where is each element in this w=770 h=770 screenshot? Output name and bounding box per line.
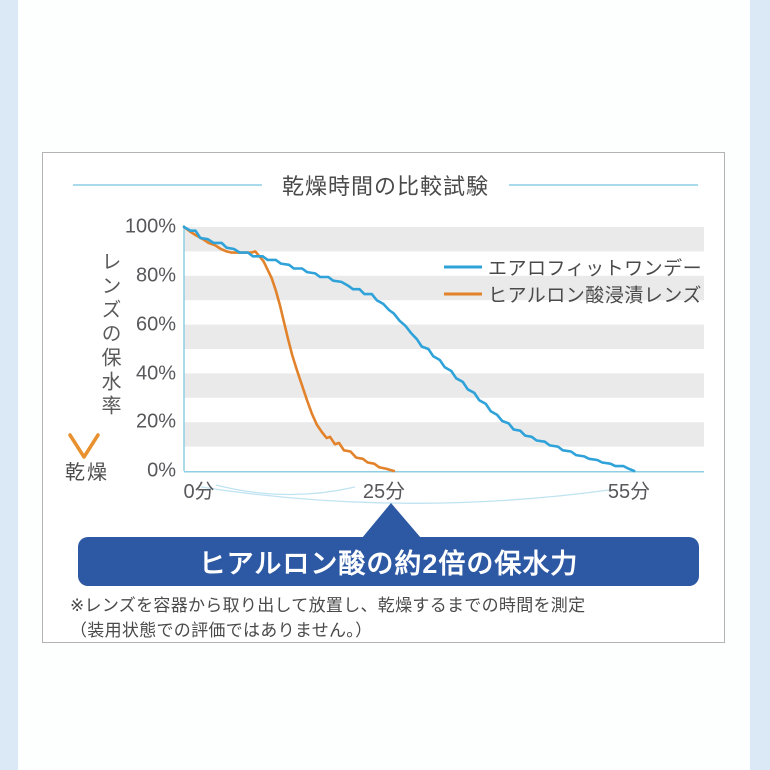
span-arc-55min bbox=[200, 486, 610, 504]
x-tick-55min: 55分 bbox=[607, 481, 651, 503]
y-tick-100: 100% bbox=[124, 215, 176, 238]
series-line bbox=[182, 225, 396, 473]
legend-label-hyaluronic: ヒアルロン酸浸漬レンズ bbox=[488, 285, 702, 307]
y-axis-description-label: レンズの保水率 bbox=[98, 251, 120, 419]
grid-stripe bbox=[184, 227, 704, 252]
y-tick-40: 40% bbox=[135, 362, 176, 385]
y-tick-0: 0% bbox=[147, 459, 176, 482]
x-tick-0min: 0分 bbox=[183, 481, 215, 503]
footnote: ※レンズを容器から取り出して放置し、乾燥するまでの時間を測定 （装用状態での評価… bbox=[70, 594, 690, 643]
grid-stripe bbox=[184, 373, 704, 398]
retention-gradient-arrow-icon bbox=[68, 237, 100, 459]
page-right-margin-strip bbox=[750, 0, 770, 770]
footnote-line-2: （装用状態での評価ではありません。） bbox=[70, 620, 373, 640]
title-left-rule bbox=[73, 184, 262, 186]
line-chart-plot bbox=[182, 225, 704, 538]
chart-title-row: 乾燥時間の比較試験 bbox=[73, 171, 699, 199]
callout-pointer-triangle bbox=[362, 503, 421, 538]
callout-banner: ヒアルロン酸の約2倍の保水力 bbox=[78, 537, 699, 586]
x-tick-25min: 25分 bbox=[362, 481, 406, 503]
y-tick-20: 20% bbox=[135, 410, 176, 433]
grid-stripe bbox=[184, 275, 704, 301]
series-line bbox=[182, 225, 636, 473]
span-arc-25min bbox=[215, 484, 356, 496]
callout-banner-text: ヒアルロン酸の約2倍の保水力 bbox=[198, 549, 579, 579]
footnote-line-1: ※レンズを容器から取り出して放置し、乾燥するまでの時間を測定 bbox=[70, 596, 586, 615]
title-right-rule bbox=[509, 184, 699, 186]
y-tick-60: 60% bbox=[135, 313, 176, 336]
chart-card: 乾燥時間の比較試験 100% 80% 60% 40% 20% 0% 0分 25分… bbox=[42, 152, 725, 643]
page-left-margin-strip bbox=[0, 0, 18, 770]
dry-state-label: 乾燥 bbox=[65, 462, 109, 484]
grid-stripe bbox=[184, 324, 704, 349]
y-tick-80: 80% bbox=[135, 264, 176, 287]
chart-title: 乾燥時間の比較試験 bbox=[282, 174, 490, 199]
legend-label-aerofit: エアロフィットワンデー bbox=[488, 258, 703, 280]
grid-stripe bbox=[184, 422, 704, 447]
